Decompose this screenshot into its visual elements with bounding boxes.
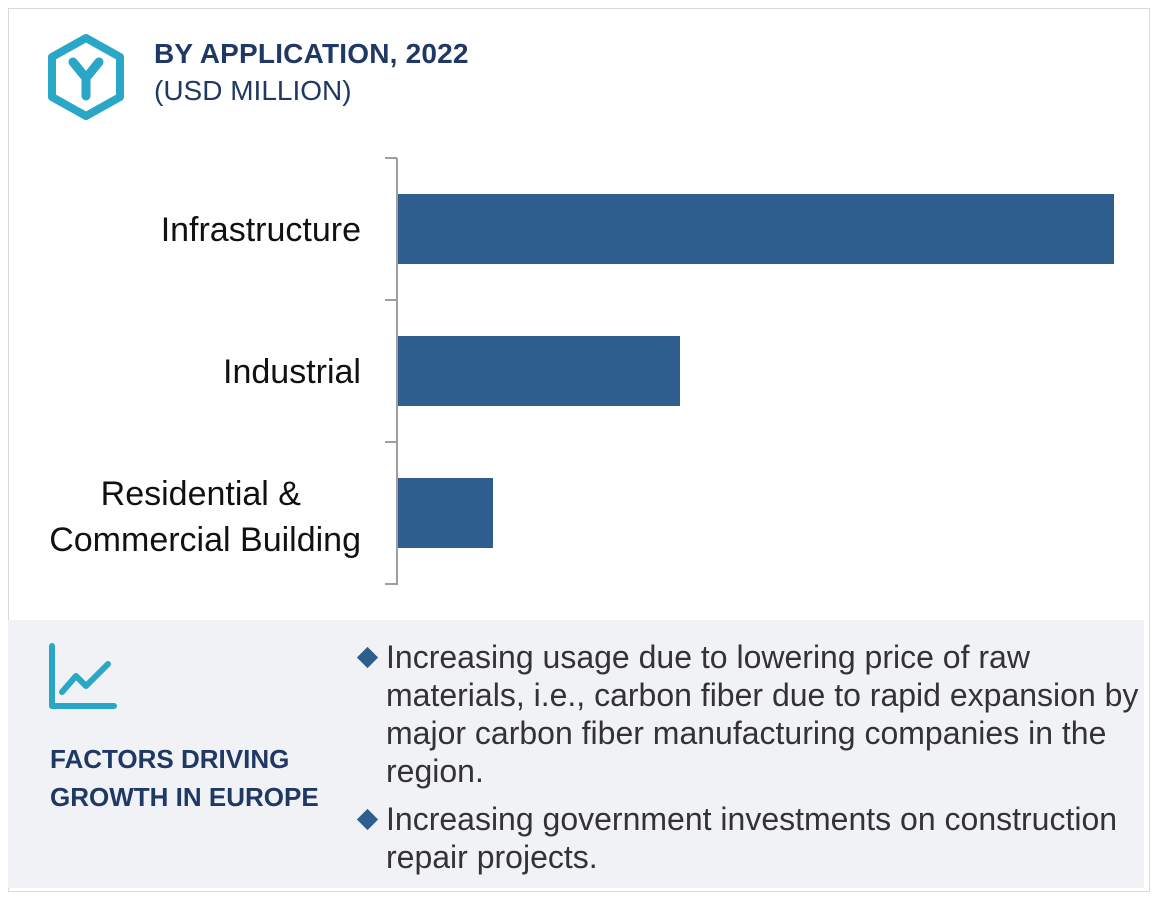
bar-infrastructure (398, 194, 1114, 264)
factors-bullet-list: Increasing usage due to lowering price o… (356, 638, 1146, 886)
chart-title: BY APPLICATION, 2022 (154, 38, 469, 69)
bullet-text: Increasing government investments on con… (386, 801, 1118, 875)
factors-panel: FACTORS DRIVING GROWTH IN EUROPE Increas… (8, 620, 1144, 888)
category-label: Residential & Commercial Building (49, 475, 361, 559)
diamond-bullet-icon (356, 646, 379, 669)
bullet-text: Increasing usage due to lowering price o… (386, 639, 1139, 789)
hexagon-y-logo-icon (48, 34, 124, 120)
bar-chart: Infrastructure Industrial Residential & Com… (49, 157, 1114, 585)
category-label: Infrastructure (161, 211, 361, 249)
chart-subtitle: (USD MILLION) (154, 75, 352, 106)
category-label: Industrial (223, 353, 361, 391)
factors-title: FACTORS DRIVING GROWTH IN EUROPE (50, 744, 319, 812)
bar-residential-commercial-building (398, 478, 493, 548)
diamond-bullet-icon (356, 808, 379, 831)
bullet-item: Increasing government investments on con… (356, 800, 1146, 876)
bullet-item: Increasing usage due to lowering price o… (356, 638, 1146, 790)
line-chart-trend-icon (49, 643, 117, 709)
bar-industrial (398, 336, 680, 406)
